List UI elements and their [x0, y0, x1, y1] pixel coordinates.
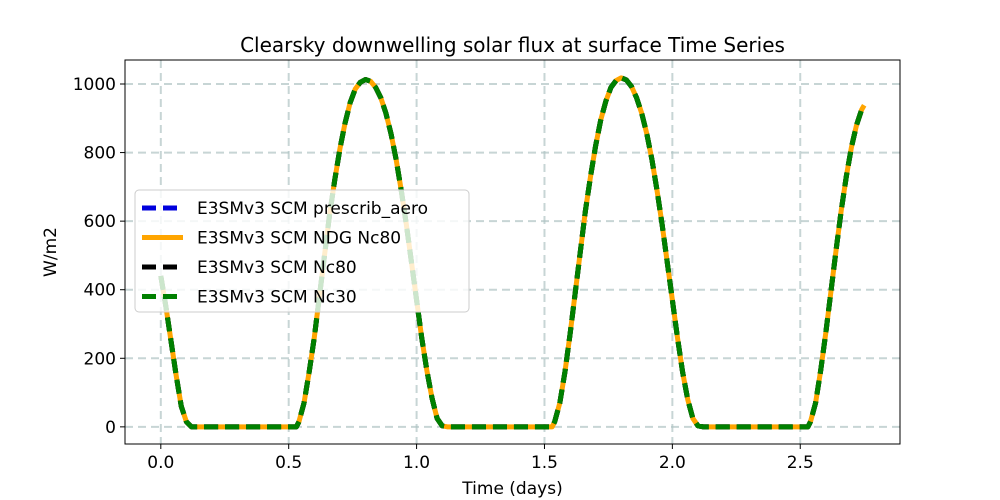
y-tick-label-0: 0 — [105, 418, 116, 438]
y-tick-label-2: 400 — [84, 281, 116, 301]
y-axis: 0 200 400 600 800 1000 — [73, 75, 125, 438]
x-tick-label-5: 2.5 — [787, 453, 814, 473]
y-axis-label: W/m2 — [41, 227, 61, 277]
x-tick-label-0: 0.0 — [147, 453, 174, 473]
y-tick-label-5: 1000 — [73, 75, 116, 95]
legend-label-1: E3SMv3 SCM NDG Nc80 — [197, 229, 401, 249]
chart-title: Clearsky downwelling solar flux at surfa… — [240, 33, 785, 57]
series-line-1 — [158, 75, 867, 430]
y-tick-label-1: 200 — [84, 349, 116, 369]
legend-label-2: E3SMv3 SCM Nc80 — [197, 258, 357, 278]
x-tick-label-3: 1.5 — [531, 453, 558, 473]
legend-label-0: E3SMv3 SCM prescrib_aero — [197, 199, 428, 219]
y-tick-label-4: 800 — [84, 144, 116, 164]
plot-area-frame — [124, 59, 901, 445]
x-axis-label: Time (days) — [461, 479, 562, 499]
x-axis: 0.0 0.5 1.0 1.5 2.0 2.5 — [147, 444, 814, 473]
y-tick-label-3: 600 — [84, 212, 116, 232]
x-tick-label-4: 2.0 — [659, 453, 686, 473]
plot-lines — [158, 75, 867, 430]
grid — [125, 60, 900, 444]
x-tick-label-2: 1.0 — [403, 453, 430, 473]
legend-label-3: E3SMv3 SCM Nc30 — [197, 288, 357, 308]
legend: E3SMv3 SCM prescrib_aero E3SMv3 SCM NDG N… — [134, 189, 470, 313]
legend-box — [134, 189, 470, 313]
x-tick-label-1: 0.5 — [275, 453, 302, 473]
